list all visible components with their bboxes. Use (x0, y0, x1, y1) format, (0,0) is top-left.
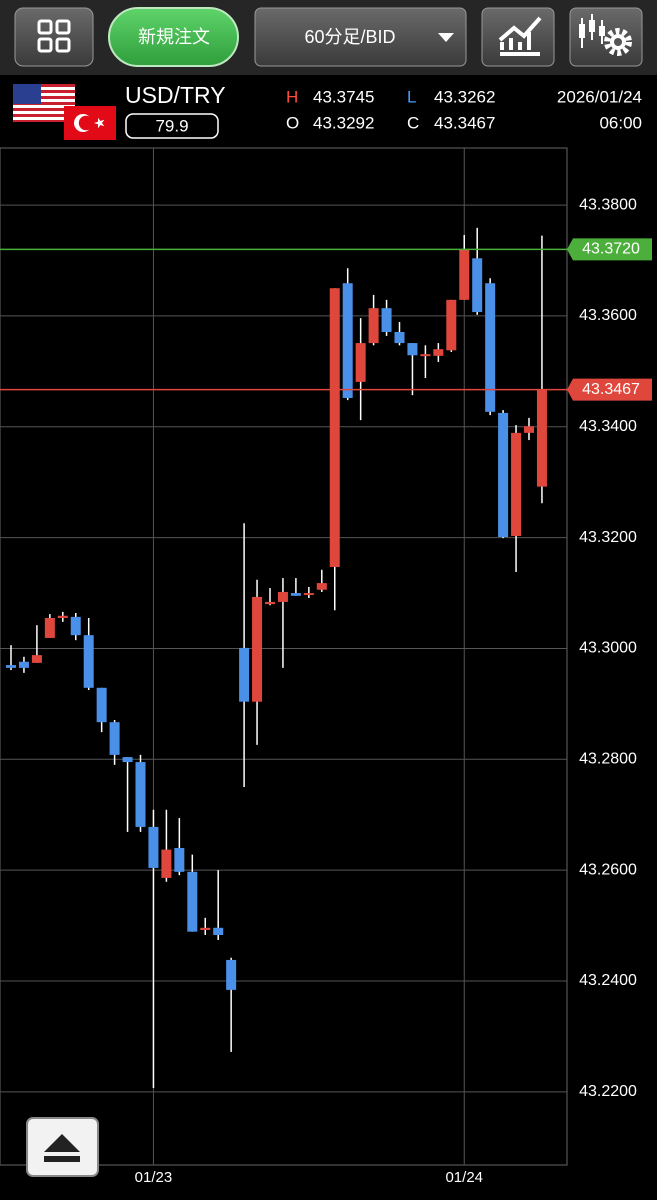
y-tick-label: 43.3400 (579, 418, 637, 435)
candle-body (18, 661, 29, 668)
candle-body (135, 762, 146, 827)
candle-body (122, 757, 133, 763)
candle-body (265, 601, 275, 605)
price-tag-label: 43.3720 (582, 241, 640, 258)
candle-body (57, 615, 68, 618)
candle-body (472, 258, 483, 313)
candle-body (446, 299, 457, 351)
candle-body (329, 288, 340, 567)
candle-body (96, 687, 107, 723)
candle-body (6, 665, 16, 668)
candle-body (355, 343, 366, 382)
close-label: C (407, 113, 419, 132)
candle-body (31, 655, 42, 663)
y-tick-label: 43.2200 (579, 1083, 637, 1100)
price-tag (567, 378, 652, 401)
y-tick-label: 43.3200 (579, 529, 637, 546)
candle-body (524, 426, 534, 433)
candle-body (290, 593, 301, 596)
candle-body (252, 596, 263, 702)
y-tick-label: 43.2800 (579, 751, 637, 768)
candle-body (407, 343, 418, 356)
candle-body (83, 635, 94, 688)
settings-button[interactable] (569, 7, 643, 67)
price-tag (567, 238, 652, 261)
candle-body (420, 354, 431, 357)
high-label: H (286, 87, 298, 106)
candle-body (342, 283, 353, 398)
y-tick-label: 43.2600 (579, 861, 637, 878)
candle-body (44, 617, 55, 638)
candle-body (109, 722, 120, 755)
candle-body (536, 389, 547, 487)
candle-body (459, 249, 470, 300)
timeframe-select[interactable]: 60分足/BID (254, 7, 467, 67)
tr-flag (64, 106, 116, 140)
low-value: 43.3262 (434, 87, 495, 106)
candle-body (187, 871, 198, 932)
y-tick-label: 43.3600 (579, 307, 637, 324)
candle-body (485, 283, 496, 412)
price-tag-label: 43.3467 (582, 381, 640, 398)
y-tick-label: 43.3800 (579, 196, 637, 213)
new-order-button[interactable]: 新規注文 (108, 7, 239, 67)
candle-body (368, 308, 379, 344)
spread-box (125, 113, 219, 139)
candle-body (239, 647, 250, 702)
candle-body (213, 927, 224, 935)
close-value: 43.3467 (434, 113, 495, 132)
y-tick-label: 43.3000 (579, 640, 637, 657)
candle-body (498, 412, 509, 538)
new-order-label: 新規注文 (138, 27, 210, 47)
candle-body (381, 308, 392, 333)
open-value: 43.3292 (313, 113, 374, 132)
menu-button[interactable] (14, 7, 94, 67)
timeframe-label: 60分足/BID (304, 27, 395, 47)
candle-body (226, 959, 237, 990)
candle-body (200, 927, 211, 931)
candle-body (394, 332, 405, 344)
candle-body (277, 591, 288, 602)
open-label: O (286, 113, 299, 132)
candle-body (174, 847, 185, 872)
indicator-button[interactable] (481, 7, 555, 67)
candle-body (511, 432, 522, 536)
time: 06:00 (599, 113, 642, 132)
candle-body (161, 849, 172, 878)
chart: 43.2200 43.2400 43.2600 43.2800 43.3000 43.32… (0, 148, 652, 1186)
candle-body (148, 826, 159, 868)
candle-body (303, 593, 314, 596)
x-tick-label: 01/24 (445, 1169, 483, 1186)
candle-body (433, 349, 444, 356)
x-tick-label: 01/23 (135, 1169, 173, 1186)
low-label: L (407, 87, 416, 106)
y-tick-label: 43.2400 (579, 972, 637, 989)
symbol: USD/TRY (125, 82, 226, 108)
candle-body (316, 583, 327, 590)
high-value: 43.3745 (313, 87, 374, 106)
collapse-button[interactable] (26, 1117, 99, 1177)
spread: 79.9 (155, 116, 188, 135)
date: 2026/01/24 (557, 87, 642, 106)
candle-body (70, 616, 81, 636)
